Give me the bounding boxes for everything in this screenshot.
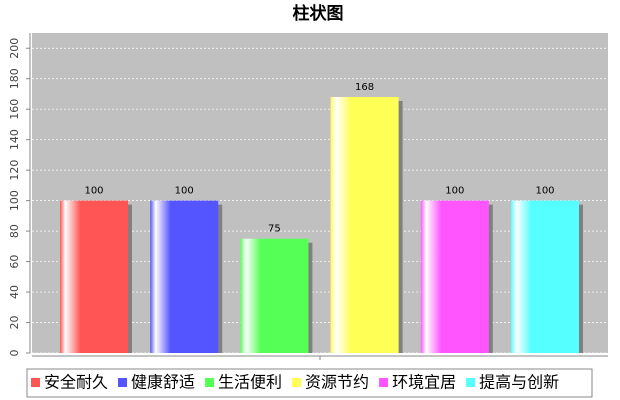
- legend-swatch: [466, 378, 476, 387]
- value-label: 168: [355, 82, 374, 93]
- y-tick-label: 60: [8, 255, 21, 269]
- value-label: 100: [535, 186, 554, 197]
- bar: [420, 200, 489, 353]
- y-tick-label: 160: [8, 99, 21, 120]
- chart-title: 柱状图: [293, 3, 344, 24]
- y-tick-label: 180: [8, 68, 21, 89]
- legend-swatch: [205, 378, 215, 387]
- legend-swatch: [379, 378, 389, 387]
- bar: [511, 200, 579, 353]
- bar: [330, 97, 399, 353]
- y-tick-label: 140: [8, 129, 21, 150]
- legend-swatch: [292, 378, 302, 387]
- legend-label: 安全耐久: [44, 373, 108, 392]
- legend-label: 资源节约: [305, 373, 369, 392]
- value-label: 100: [175, 186, 194, 197]
- legend-swatch: [31, 378, 40, 387]
- value-label: 100: [84, 186, 103, 197]
- bar: [150, 200, 219, 353]
- y-tick-label: 120: [8, 160, 21, 181]
- bar: [240, 238, 309, 353]
- y-tick-label: 200: [8, 38, 21, 59]
- y-tick-label: 100: [8, 190, 21, 211]
- legend-label: 提高与创新: [479, 373, 559, 392]
- legend-swatch: [118, 378, 128, 387]
- legend-label: 生活便利: [218, 373, 282, 392]
- value-label: 100: [445, 186, 464, 197]
- y-tick-label: 40: [8, 285, 21, 299]
- legend-label: 环境宜居: [392, 373, 456, 392]
- y-tick-label: 80: [8, 224, 21, 238]
- y-tick-label: 0: [8, 350, 21, 357]
- legend-label: 健康舒适: [131, 373, 195, 392]
- y-tick-label: 20: [8, 316, 21, 330]
- value-label: 75: [268, 224, 281, 235]
- bar: [60, 200, 128, 353]
